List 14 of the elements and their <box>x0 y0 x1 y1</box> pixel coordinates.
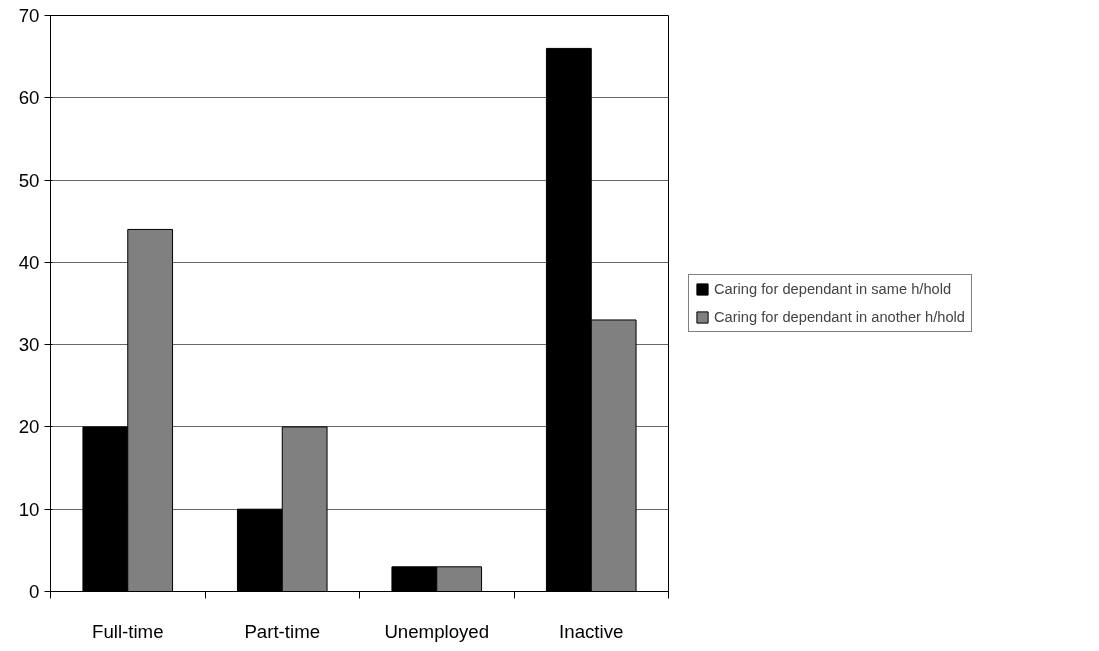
y-tick-label: 60 <box>18 87 40 109</box>
legend-label: Caring for dependant in same h/hold <box>714 281 952 297</box>
legend-label: Caring for dependant in another h/hold <box>714 309 965 325</box>
y-tick-label: 20 <box>18 416 40 438</box>
y-tick-label: 40 <box>18 251 40 273</box>
y-tick-label: 10 <box>18 498 40 520</box>
x-tick-label: Part-time <box>244 620 321 642</box>
x-tick-label: Inactive <box>559 620 624 642</box>
y-tick-label: 50 <box>18 169 40 191</box>
y-tick-label: 70 <box>18 5 40 26</box>
x-tick-label: Unemployed <box>384 620 490 642</box>
x-tick-label: Full-time <box>91 620 164 642</box>
y-tick-label: 30 <box>18 334 40 356</box>
y-tick-label: 0 <box>29 581 40 602</box>
